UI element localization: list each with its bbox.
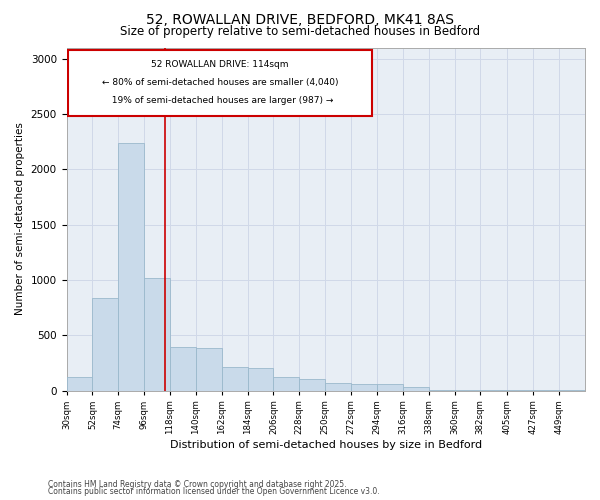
Bar: [170, 348, 196, 391]
Bar: [403, 387, 428, 390]
Text: 52 ROWALLAN DRIVE: 114sqm: 52 ROWALLAN DRIVE: 114sqm: [151, 60, 289, 68]
Bar: [351, 384, 377, 390]
Bar: [196, 348, 222, 391]
Text: ← 80% of semi-detached houses are smaller (4,040): ← 80% of semi-detached houses are smalle…: [102, 78, 338, 88]
Text: 52, ROWALLAN DRIVE, BEDFORD, MK41 8AS: 52, ROWALLAN DRIVE, BEDFORD, MK41 8AS: [146, 12, 454, 26]
Bar: [118, 142, 144, 390]
Text: 19% of semi-detached houses are larger (987) →: 19% of semi-detached houses are larger (…: [106, 96, 334, 105]
X-axis label: Distribution of semi-detached houses by size in Bedford: Distribution of semi-detached houses by …: [170, 440, 482, 450]
Bar: [248, 368, 274, 390]
Bar: [68, 50, 372, 116]
Bar: [92, 298, 118, 390]
Y-axis label: Number of semi-detached properties: Number of semi-detached properties: [15, 122, 25, 316]
Bar: [299, 380, 325, 390]
Bar: [144, 278, 170, 390]
Bar: [222, 368, 248, 390]
Bar: [325, 383, 351, 390]
Text: Contains public sector information licensed under the Open Government Licence v3: Contains public sector information licen…: [48, 488, 380, 496]
Bar: [377, 384, 403, 390]
Bar: [274, 378, 299, 390]
Bar: [67, 378, 92, 390]
Text: Contains HM Land Registry data © Crown copyright and database right 2025.: Contains HM Land Registry data © Crown c…: [48, 480, 347, 489]
Text: Size of property relative to semi-detached houses in Bedford: Size of property relative to semi-detach…: [120, 25, 480, 38]
